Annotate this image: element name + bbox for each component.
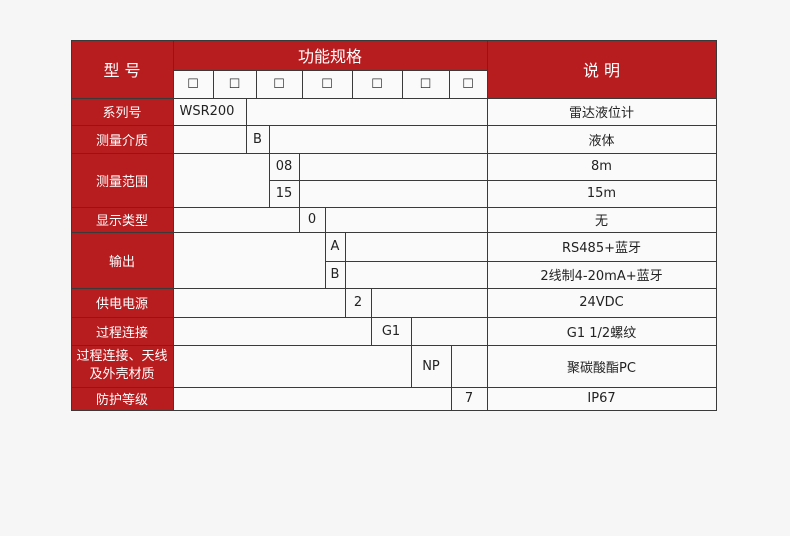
description-cell: 聚碳酸酯PC <box>486 344 717 388</box>
description-cell: 液体 <box>486 124 717 154</box>
blank-cell <box>450 344 488 388</box>
code-cell: B <box>324 260 346 289</box>
code-cell: 0 <box>298 206 326 233</box>
desc-header: 说 明 <box>486 39 717 99</box>
checkbox-placeholder: ☐ <box>212 69 257 99</box>
code-cell: B <box>245 124 270 154</box>
blank-cell <box>172 152 270 208</box>
row-label: 防护等级 <box>70 386 174 411</box>
row-label: 测量范围 <box>70 152 174 208</box>
code-cell: A <box>324 231 346 262</box>
row-label: 测量介质 <box>70 124 174 154</box>
code-cell: 08 <box>268 152 300 181</box>
checkbox-placeholder: ☐ <box>172 69 214 99</box>
checkbox-placeholder: ☐ <box>351 69 403 99</box>
blank-cell <box>298 179 488 208</box>
checkbox-placeholder: ☐ <box>301 69 353 99</box>
row-label: 供电电源 <box>70 287 174 318</box>
description-cell: IP67 <box>486 386 717 411</box>
blank-cell <box>172 344 412 388</box>
description-cell: 15m <box>486 179 717 208</box>
code-cell: WSR200 <box>172 97 247 126</box>
spec-header: 功能规格 <box>172 39 488 71</box>
blank-cell <box>268 124 488 154</box>
description-cell: 无 <box>486 206 717 233</box>
blank-cell <box>172 386 452 411</box>
description-cell: G1 1/2螺纹 <box>486 316 717 346</box>
description-cell: RS485+蓝牙 <box>486 231 717 262</box>
blank-cell <box>298 152 488 181</box>
code-cell: 7 <box>450 386 488 411</box>
code-cell: G1 <box>370 316 412 346</box>
checkbox-placeholder: ☐ <box>255 69 303 99</box>
blank-cell <box>172 231 326 289</box>
description-cell: 24VDC <box>486 287 717 318</box>
blank-cell <box>344 260 488 289</box>
row-label: 输出 <box>70 231 174 289</box>
checkbox-placeholder: ☐ <box>448 69 488 99</box>
row-label: 显示类型 <box>70 206 174 233</box>
blank-cell <box>172 124 247 154</box>
blank-cell <box>370 287 488 318</box>
blank-cell <box>324 206 488 233</box>
checkbox-placeholder: ☐ <box>401 69 450 99</box>
code-cell: 2 <box>344 287 372 318</box>
row-label: 过程连接、天线 及外壳材质 <box>70 344 174 388</box>
blank-cell <box>172 287 346 318</box>
description-cell: 2线制4-20mA+蓝牙 <box>486 260 717 289</box>
code-cell: 15 <box>268 179 300 208</box>
blank-cell <box>172 206 300 233</box>
blank-cell <box>245 97 488 126</box>
model-header: 型 号 <box>70 39 174 99</box>
blank-cell <box>172 316 372 346</box>
code-cell: NP <box>410 344 452 388</box>
description-cell: 8m <box>486 152 717 181</box>
row-label: 系列号 <box>70 97 174 126</box>
blank-cell <box>410 316 488 346</box>
blank-cell <box>344 231 488 262</box>
description-cell: 雷达液位计 <box>486 97 717 126</box>
row-label: 过程连接 <box>70 316 174 346</box>
